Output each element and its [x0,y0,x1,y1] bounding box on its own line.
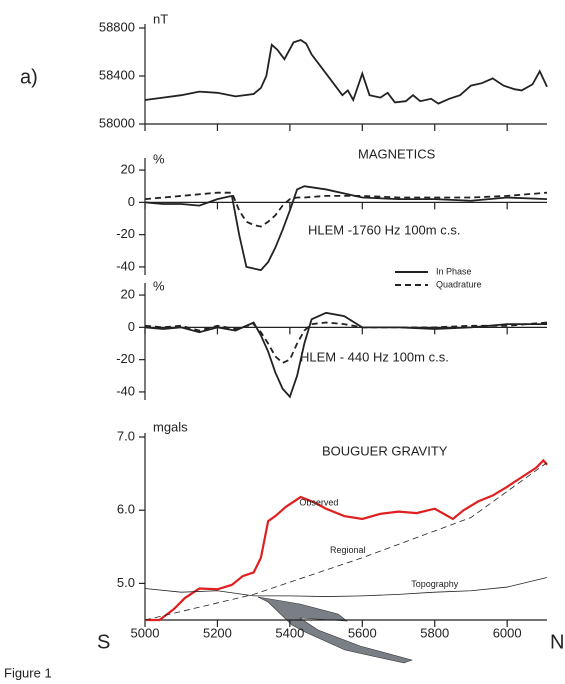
series-annotation: Regional [330,545,366,555]
y-tick-label: 6.0 [117,502,135,517]
series-line [145,458,548,622]
y-tick-label: -20 [116,351,135,366]
series-annotation: Topography [411,579,459,589]
x-tick-label: 5400 [275,625,304,640]
x-tick-label: 5200 [203,625,232,640]
y-unit: % [153,151,165,166]
y-unit: nT [153,11,168,26]
legend-label: In Phase [436,266,472,276]
y-tick-label: 0 [128,319,135,334]
chart-title: HLEM -1760 Hz 100m c.s. [308,222,460,237]
chart-title: MAGNETICS [358,146,436,161]
x-tick-label: 5600 [348,625,377,640]
series-line [144,462,548,621]
legend-label: Quadrature [436,279,482,289]
x-end-label: N [550,631,564,653]
y-tick-label: -40 [116,258,135,273]
series-line [144,39,548,105]
y-unit: mgals [153,419,188,434]
series-annotation: Observed [299,497,338,507]
x-tick-label: 5800 [420,625,449,640]
y-tick-label: 58800 [99,19,135,34]
y-tick-label: 0 [128,194,135,209]
series-line [144,311,547,399]
y-tick-label: 20 [121,162,135,177]
caption: Figure 1 [4,665,52,680]
ore-body [257,596,413,664]
series-line [144,185,548,272]
y-tick-label: 58000 [99,115,135,130]
panel-label: a) [20,66,38,88]
chart-title: HLEM - 440 Hz 100m c.s. [300,349,449,364]
y-tick-label: 7.0 [117,428,135,443]
y-tick-label: -40 [116,383,135,398]
y-unit: % [153,278,165,293]
x-tick-label: 5000 [131,625,160,640]
y-tick-label: 58400 [99,67,135,82]
x-tick-label: 6000 [493,625,522,640]
y-tick-label: -20 [116,226,135,241]
y-tick-label: 5.0 [117,575,135,590]
x-start-label: S [97,631,110,653]
series-line [144,191,548,228]
y-tick-label: 20 [121,287,135,302]
chart-title: BOUGUER GRAVITY [322,443,448,458]
series-line [144,577,548,597]
